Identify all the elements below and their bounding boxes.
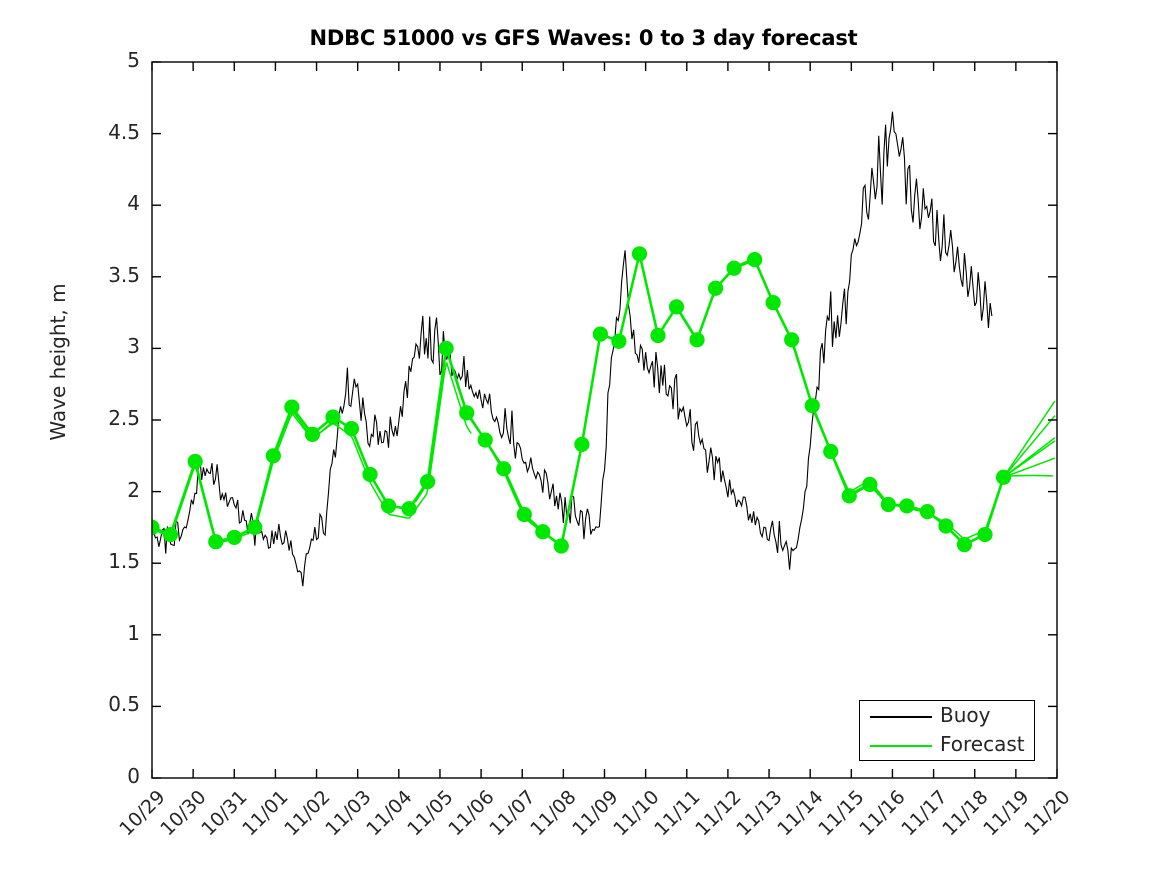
forecast-marker [668, 299, 685, 315]
forecast-marker [265, 448, 281, 464]
forecast-marker [956, 536, 973, 553]
y-tick-label: 0 [127, 764, 140, 788]
forecast-marker [477, 432, 493, 448]
forecast-marker [343, 420, 360, 437]
forecast-marker [553, 538, 569, 554]
forecast-marker [247, 519, 263, 536]
y-tick-label: 0.5 [108, 692, 140, 717]
legend-swatch-forecast [870, 745, 932, 747]
forecast-marker [726, 260, 742, 276]
y-tick-label: 1.5 [108, 549, 140, 574]
forecast-marker [535, 524, 551, 540]
y-tick-label: 3 [127, 334, 140, 359]
forecast-marker [401, 501, 417, 517]
y-tick-label: 5 [127, 48, 140, 72]
axis-layer [151, 61, 1058, 779]
forecast-marker [362, 466, 378, 483]
forecast-marker [380, 498, 397, 514]
forecast-marker [784, 332, 800, 348]
page-title: NDBC 51000 vs GFS Waves: 0 to 3 day fore… [309, 26, 858, 50]
forecast-marker [516, 506, 532, 523]
forecast-marker [162, 526, 179, 543]
forecast-marker [823, 443, 839, 460]
forecast-cycle-line [982, 400, 1056, 537]
forecast-marker [650, 327, 666, 344]
forecast-marker [841, 488, 857, 504]
forecast-marker [919, 504, 936, 520]
legend-label-buoy: Buoy [940, 703, 991, 727]
forecast-marker [284, 399, 300, 415]
y-tick-label: 3.5 [108, 262, 140, 287]
forecast-marker [496, 461, 512, 477]
forecast-marker [765, 294, 781, 311]
legend-label-forecast: Forecast [940, 732, 1025, 756]
forecast-marker [152, 519, 160, 535]
forecast-marker [420, 473, 436, 490]
y-tick-label: 4.5 [108, 119, 140, 144]
forecast-marker [804, 398, 820, 414]
forecast-marker [459, 405, 475, 421]
forecast-marker [187, 453, 203, 470]
legend[interactable]: Buoy Forecast [859, 700, 1035, 761]
forecast-marker [631, 246, 648, 262]
forecast-marker [325, 409, 341, 425]
legend-entry-forecast[interactable]: Forecast [860, 732, 1036, 760]
forecast-marker [747, 252, 763, 268]
legend-entry-buoy[interactable]: Buoy [860, 703, 1036, 731]
y-tick-label: 2 [127, 477, 140, 502]
series-layer [152, 111, 1056, 587]
legend-swatch-buoy [870, 716, 932, 718]
forecast-marker [226, 529, 242, 546]
forecast-marker [438, 340, 454, 356]
forecast-marker [899, 498, 915, 514]
y-tick-label: 1 [127, 620, 140, 645]
forecast-marker [707, 280, 724, 296]
forecast-marker [611, 333, 627, 349]
forecast-marker [574, 436, 590, 452]
forecast-marker [304, 426, 321, 442]
forecast-marker [880, 496, 896, 513]
forecast-marker [208, 534, 224, 550]
y-tick-label: 2.5 [108, 406, 140, 430]
forecast-marker [592, 326, 608, 342]
forecast-marker [689, 332, 705, 348]
y-tick-label: 4 [127, 191, 140, 216]
forecast-marker [938, 518, 954, 534]
forecast-marker [862, 476, 878, 493]
